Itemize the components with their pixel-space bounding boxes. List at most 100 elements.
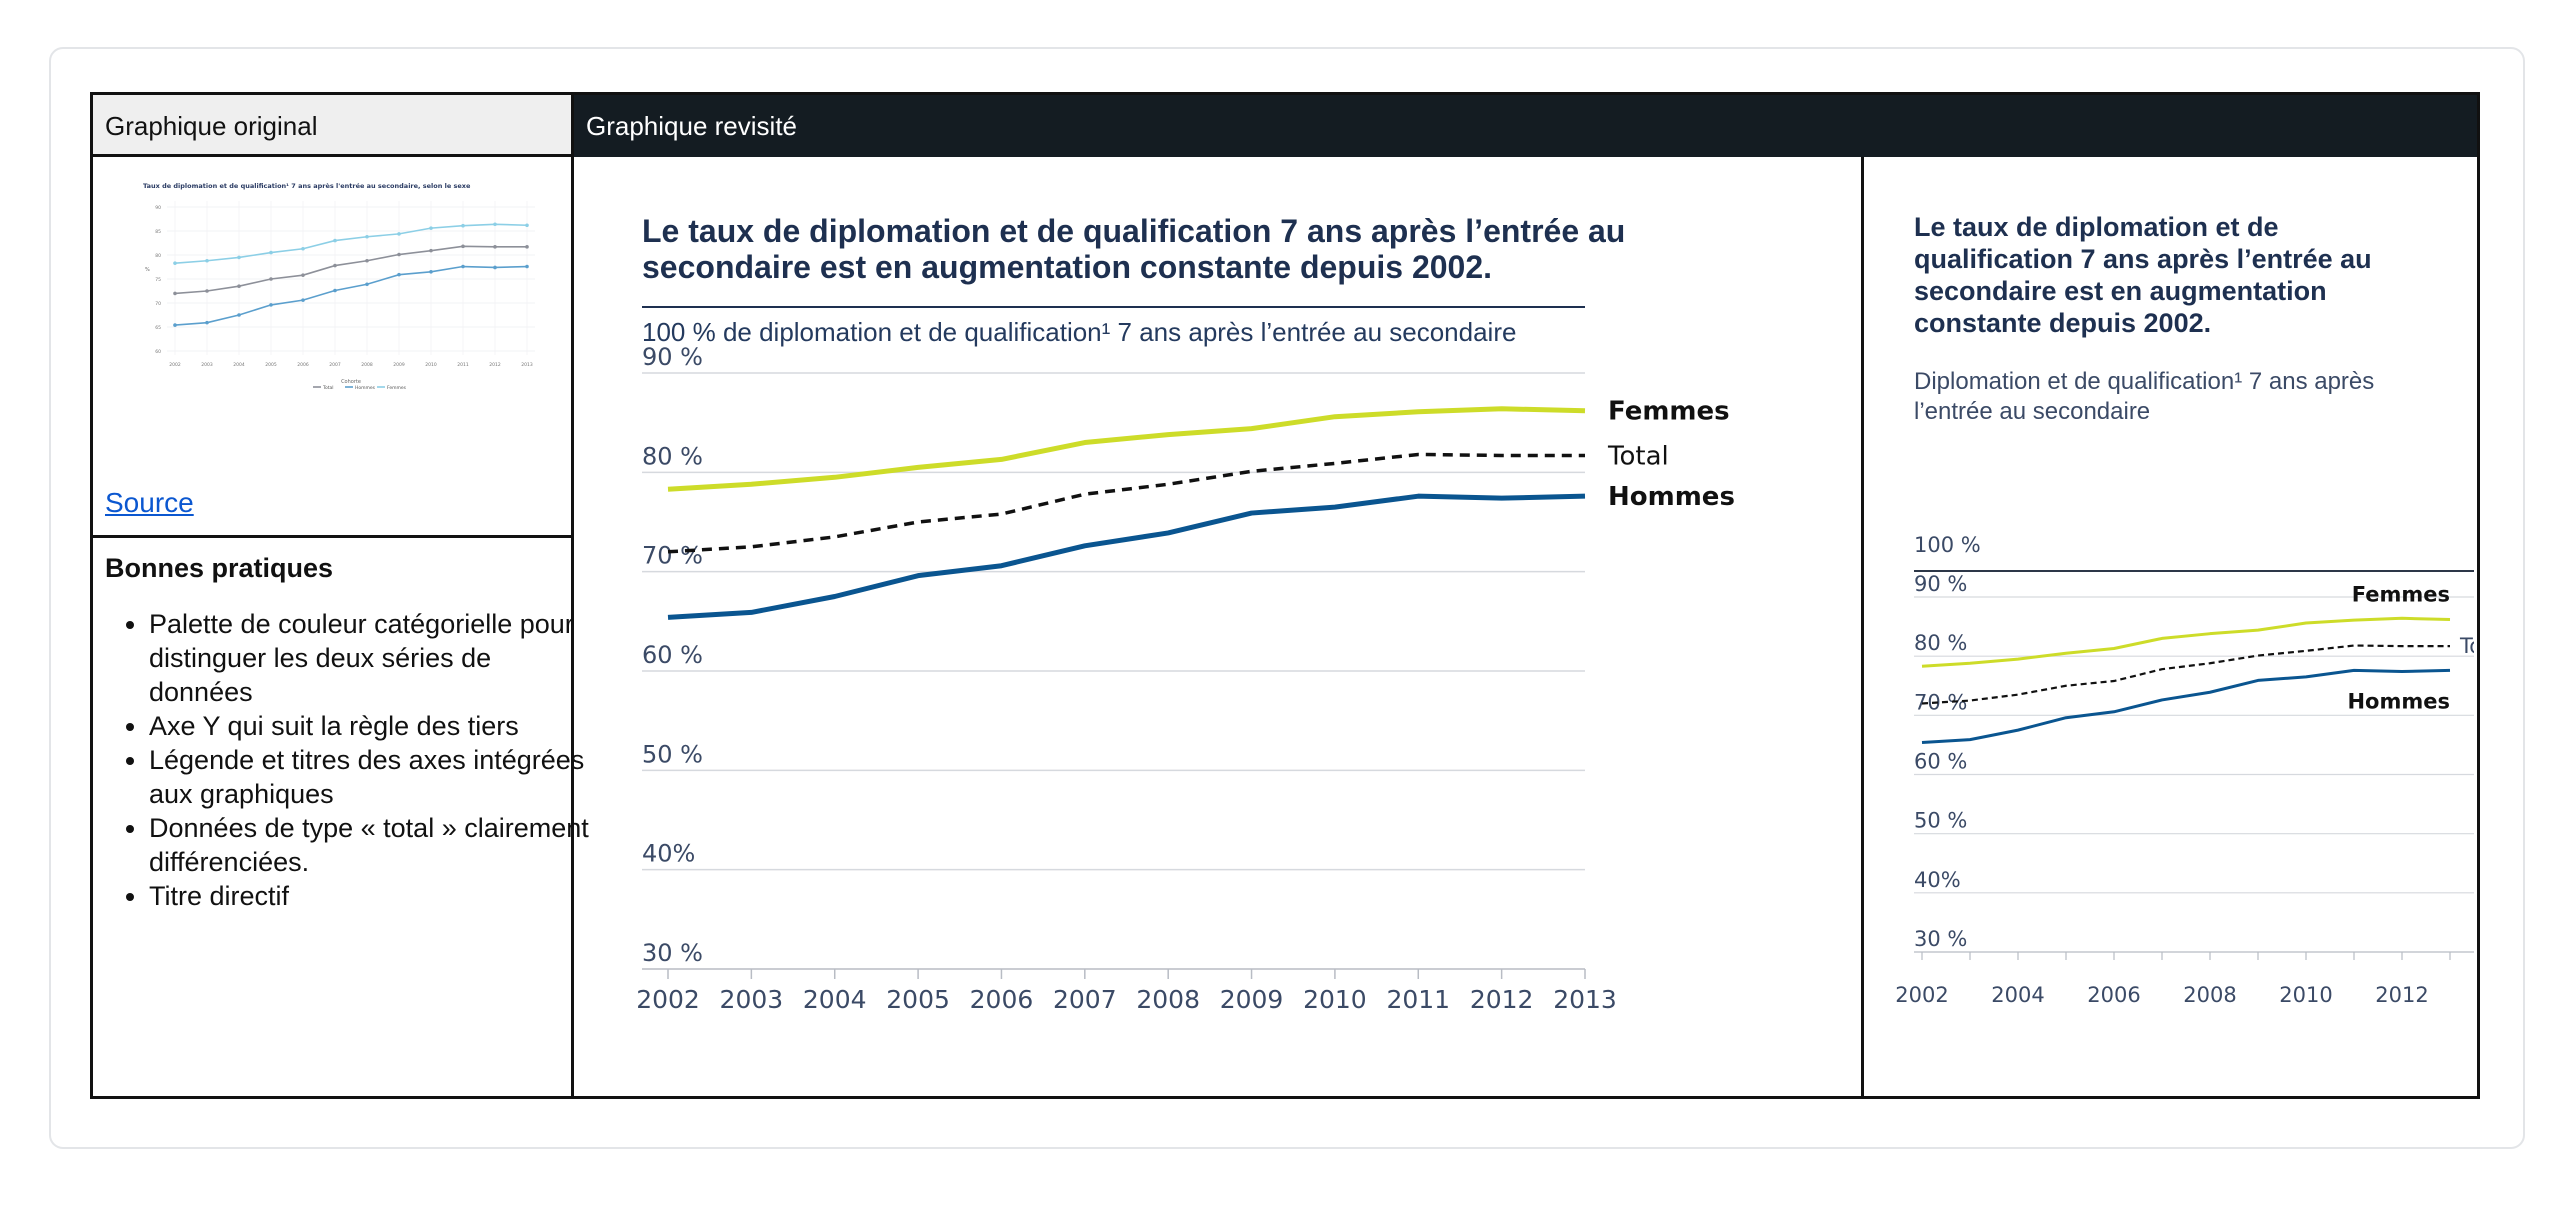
thumb-y-tick: 60 <box>155 349 161 355</box>
thumb-point <box>237 255 241 260</box>
series-line-femmes <box>1921 616 2451 668</box>
thumb-point <box>493 222 497 227</box>
thumb-x-tick: 2009 <box>393 362 405 368</box>
series-line-total <box>1921 644 2450 705</box>
mobile-chart-title: Le taux de diplomation et de qualificati… <box>1914 212 2372 338</box>
thumb-series-line <box>174 223 528 264</box>
thumb-point <box>525 264 529 269</box>
source-link[interactable]: Source <box>105 487 194 518</box>
thumb-point <box>429 248 433 253</box>
thumb-y-tick: 65 <box>155 325 161 331</box>
thumb-point <box>397 252 401 257</box>
thumb-point <box>429 226 433 230</box>
series-line-hommes <box>667 493 1586 620</box>
x-tick-label: 2008 <box>1136 985 1200 1014</box>
thumb-point <box>301 298 305 302</box>
thumb-point <box>525 223 529 228</box>
thumb-point <box>333 263 337 268</box>
best-practice-item: Palette de couleur catégorielle pour dis… <box>149 607 589 709</box>
thumb-legend: Total Hommes Femmes <box>313 385 407 391</box>
thumb-point <box>173 261 177 265</box>
thumb-x-label: Cohorte <box>341 379 361 385</box>
thumb-x-tick: 2004 <box>233 362 245 368</box>
thumb-point <box>269 277 273 281</box>
thumb-y-tick: 70 <box>155 301 161 307</box>
x-tick-label: 2012 <box>2375 983 2428 1007</box>
thumb-point <box>333 288 337 293</box>
series-line-femmes <box>667 406 1586 492</box>
x-tick-label: 2013 <box>1553 985 1617 1014</box>
mobile-line-chart: 100 % 90 % 80 % 70 % 60 % 50 % 40% 30 % 2002 2004… <box>1895 533 2474 1007</box>
series-label-total: Total <box>1607 441 1669 471</box>
thumb-title: Taux de diplomation et de qualification¹… <box>143 182 471 190</box>
thumb-point <box>461 264 465 269</box>
thumb-x-tick: 2010 <box>425 362 437 368</box>
thumb-legend-label: Hommes <box>355 385 376 391</box>
series-label-femmes: Femmes <box>2352 582 2450 606</box>
thumb-x-tick: 2003 <box>201 362 213 368</box>
thumb-x-tick: 2007 <box>329 362 341 368</box>
thumb-point <box>237 284 241 288</box>
thumb-point <box>493 245 497 249</box>
x-tick-label: 2004 <box>803 985 867 1014</box>
x-tick-label: 2010 <box>2279 983 2332 1007</box>
main-line-chart: 90 % 80 % 70 % 60 % 50 % 40% 30 % 2002 2003 2004 2… <box>636 306 1735 1014</box>
thumb-series-line <box>174 265 528 326</box>
thumb-y-label: % <box>145 267 150 273</box>
thumb-legend-label: Total <box>322 385 334 391</box>
original-column: Taux de diplomation et de qualification¹… <box>93 157 589 1096</box>
x-tick-label: 2008 <box>2183 983 2236 1007</box>
best-practices-title: Bonnes pratiques <box>105 553 334 583</box>
mobile-chart-subtitle: Diplomation et de qualification¹ 7 ans a… <box>1914 368 2375 425</box>
y-tick-label: 30 % <box>642 939 703 967</box>
thumb-point <box>269 303 273 307</box>
thumb-point <box>429 270 433 274</box>
x-tick-label: 2012 <box>1470 985 1534 1014</box>
thumb-point <box>397 232 401 236</box>
best-practice-item: Données de type « total » clairement dif… <box>149 811 589 879</box>
series-label-total: Total <box>2459 634 2474 658</box>
thumb-point <box>397 272 401 277</box>
thumb-series-line <box>174 245 527 295</box>
thumb-y-tick: 80 <box>155 253 161 259</box>
x-tick-label: 2010 <box>1303 985 1367 1014</box>
y-tick-label: 70 % <box>642 542 703 570</box>
y-tick-label: 60 % <box>1914 750 1967 774</box>
thumb-x-tick: 2002 <box>169 362 181 368</box>
content-card <box>49 47 2525 1149</box>
thumb-point <box>301 246 305 251</box>
y-tick-label: 100 % <box>1914 533 1981 557</box>
thumb-point <box>173 291 177 296</box>
series-label-hommes: Hommes <box>1608 482 1735 512</box>
thumb-point <box>269 250 273 255</box>
thumb-y-tick: 75 <box>155 277 161 283</box>
best-practice-item: Axe Y qui suit la règle des tiers <box>149 709 589 743</box>
y-tick-label: 90 % <box>642 343 703 371</box>
thumb-point <box>365 282 369 287</box>
series-label-femmes: Femmes <box>1608 397 1730 427</box>
thumb-y-tick: 90 <box>155 205 161 211</box>
thumb-point <box>173 323 177 327</box>
thumb-x-tick: 2011 <box>457 362 469 368</box>
x-tick-label: 2003 <box>720 985 784 1014</box>
thumb-point <box>237 313 241 317</box>
thumb-x-tick: 2013 <box>521 362 533 368</box>
y-tick-label: 40% <box>642 840 695 868</box>
thumb-point <box>461 223 465 228</box>
divider <box>93 535 571 538</box>
x-tick-label: 2005 <box>886 985 950 1014</box>
x-tick-label: 2002 <box>1895 983 1948 1007</box>
series-line-total <box>667 452 1585 554</box>
y-tick-label: 90 % <box>1914 572 1967 596</box>
y-tick-label: 80 % <box>1914 631 1967 655</box>
thumb-point <box>525 245 529 249</box>
header-original: Graphique original <box>93 95 574 157</box>
original-chart-thumbnail: Taux de diplomation et de qualification¹… <box>143 182 535 391</box>
main-chart-title: Le taux de diplomation et de qualificati… <box>642 213 1626 285</box>
best-practices-list: Palette de couleur catégorielle pour dis… <box>105 607 589 913</box>
y-tick-label: 50 % <box>1914 809 1967 833</box>
revised-chart-main: Le taux de diplomation et de qualificati… <box>574 157 1864 1096</box>
x-tick-label: 2006 <box>2087 983 2140 1007</box>
comparison-table: Graphique original Graphique revisité Ta… <box>90 92 2480 1099</box>
thumb-point <box>205 320 209 325</box>
